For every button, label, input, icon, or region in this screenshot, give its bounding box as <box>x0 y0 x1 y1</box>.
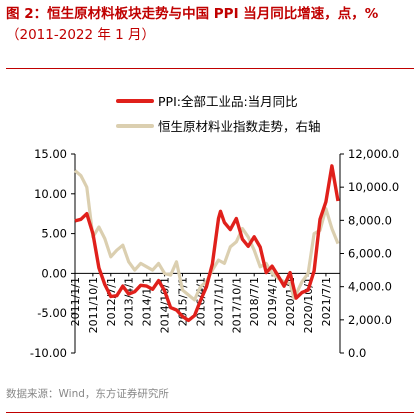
x-tick-label: 2018/7/1 <box>248 277 261 326</box>
y-right-tick-label: 4,000.0 <box>348 280 392 294</box>
y-left-tick-label: 10.00 <box>34 187 67 201</box>
chart-title-line2: （2011-2022 年 1 月） <box>6 27 156 43</box>
bottom-divider <box>6 412 414 413</box>
x-tick-label: 2017/1/1 <box>212 277 225 326</box>
series-line-ppi <box>74 164 340 323</box>
chart-title: 图 2：恒生原材料板块走势与中国 PPI 当月同比增速，点，% （2011-20… <box>6 4 414 46</box>
y-left-tick-label: 5.00 <box>41 227 67 241</box>
source-note: 数据来源：Wind，东方证券研究所 <box>6 388 169 400</box>
y-right-tick-label: 2,000.0 <box>348 313 392 327</box>
x-tick-label: 2013/4/1 <box>123 277 136 326</box>
legend-label-ppi: PPI:全部工业品:当月同比 <box>158 94 298 109</box>
y-right-tick-label: 6,000.0 <box>348 247 392 261</box>
y-left-tick-label: -10.00 <box>30 346 67 360</box>
y-right-tick-label: 12,000.0 <box>348 147 399 161</box>
y-right-tick-label: 0.0 <box>348 346 366 360</box>
y-right-tick-label: 8,000.0 <box>348 213 392 227</box>
x-tick-label: 2019/4/1 <box>266 277 279 326</box>
legend-label-index: 恒生原材料业指数走势，右轴 <box>158 119 321 134</box>
y-left-tick-label: 0.00 <box>41 266 67 280</box>
x-tick-label: 2011/10/1 <box>87 277 100 333</box>
y-right-tick-label: 10,000.0 <box>348 180 399 194</box>
x-tick-label: 2012/7/1 <box>105 277 118 326</box>
y-left-tick-label: 15.00 <box>34 147 67 161</box>
title-divider <box>6 68 414 69</box>
x-tick-label: 2021/7/1 <box>320 277 333 326</box>
chart-title-line1: 图 2：恒生原材料板块走势与中国 PPI 当月同比增速，点，% <box>6 6 379 22</box>
x-tick-label: 2017/10/1 <box>230 277 243 333</box>
x-tick-label: 2014/10/1 <box>159 277 172 333</box>
y-left-tick-label: -5.00 <box>37 306 67 320</box>
x-tick-label: 2011/1/1 <box>69 277 82 326</box>
